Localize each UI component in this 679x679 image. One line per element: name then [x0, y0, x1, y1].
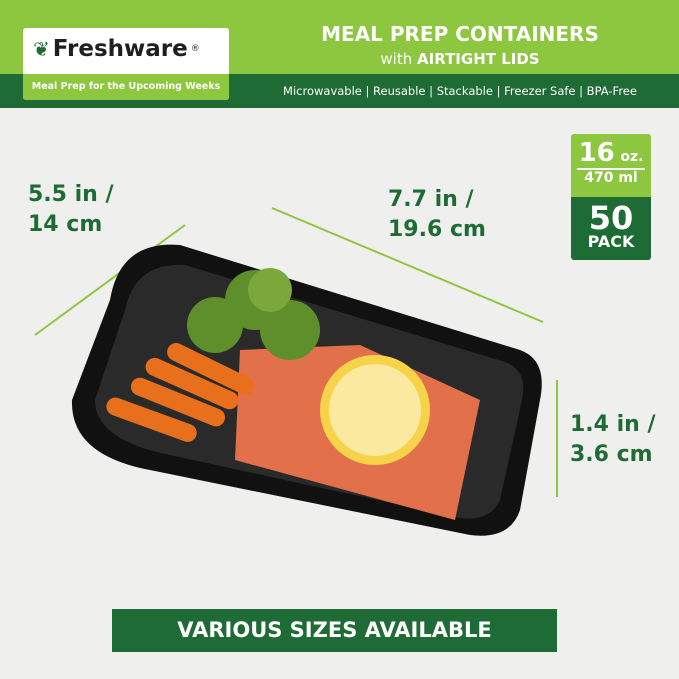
width-in: 5.5 in /	[28, 182, 114, 207]
features-list: Microwavable | Reusable | Stackable | Fr…	[283, 84, 637, 98]
width-cm: 14 cm	[28, 212, 103, 237]
footer-banner: VARIOUS SIZES AVAILABLE	[112, 609, 557, 652]
length-cm: 19.6 cm	[388, 217, 486, 242]
length-line	[271, 207, 544, 323]
length-in: 7.7 in /	[388, 187, 474, 212]
brand-tagline: Meal Prep for the Upcoming Weeks	[23, 74, 229, 100]
brand-logo: ❦ Freshware ® Meal Prep for the Upcoming W…	[23, 28, 229, 100]
height-in: 1.4 in /	[570, 412, 656, 437]
registered-mark: ®	[190, 44, 200, 54]
height-cm: 3.6 cm	[570, 442, 653, 467]
oz-value: 16	[578, 138, 615, 168]
width-line	[34, 224, 186, 336]
header-subtitle: with AIRTIGHT LIDS	[250, 50, 670, 68]
size-pack-badge: 16 oz. 470 ml 50 PACK	[571, 134, 651, 260]
subtitle-prefix: with	[380, 50, 413, 68]
height-dimension: 1.4 in / 3.6 cm	[570, 410, 656, 470]
carrots	[106, 343, 255, 442]
lemon-flesh	[329, 364, 421, 456]
ml-value: 470 ml	[577, 168, 645, 186]
brand-name: Freshware	[52, 36, 188, 62]
oz-unit: oz.	[620, 149, 644, 165]
pack-label: PACK	[587, 232, 635, 251]
pack-count: 50	[588, 199, 634, 237]
leaf-icon: ❦	[33, 37, 50, 61]
broccoli	[187, 268, 320, 360]
length-dimension: 7.7 in / 19.6 cm	[388, 185, 486, 245]
width-dimension: 5.5 in / 14 cm	[28, 180, 114, 240]
header-title: MEAL PREP CONTAINERS	[321, 22, 599, 46]
subtitle-bold: AIRTIGHT LIDS	[417, 50, 540, 68]
